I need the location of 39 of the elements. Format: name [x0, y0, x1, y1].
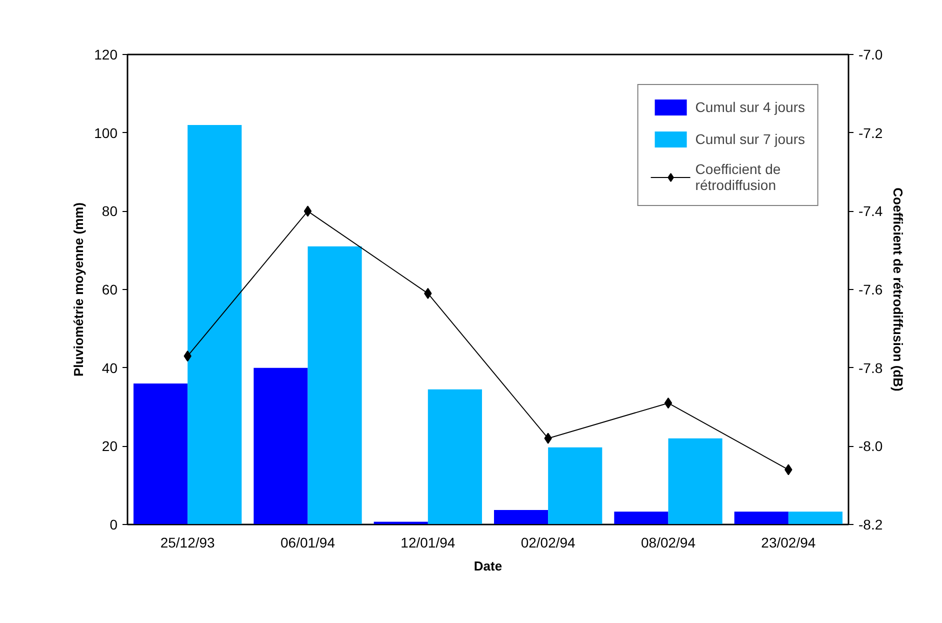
point — [664, 398, 672, 409]
y-tick-label: 100 — [94, 124, 118, 141]
x-tick-label: 08/02/94 — [641, 534, 696, 550]
y-tick-label: 0 — [110, 516, 118, 532]
x-axis-title: Date — [474, 558, 502, 574]
bar — [788, 512, 842, 524]
bar — [254, 368, 308, 524]
y2-tick-label: -7.2 — [858, 124, 883, 141]
bar — [308, 246, 362, 524]
y2-tick-label: -7.0 — [858, 46, 883, 62]
y-tick-label: 20 — [102, 438, 118, 454]
point — [304, 206, 312, 217]
x-tick-label: 02/02/94 — [520, 534, 576, 550]
legend-label: Coefficient de rétrodiffusion — [695, 161, 781, 193]
legend-label: Cumul sur 4 jours — [695, 99, 805, 115]
y-tick-label: 120 — [94, 46, 118, 62]
y2-tick-label: -7.6 — [858, 282, 883, 298]
bar — [668, 438, 722, 524]
x-tick-label: 12/01/94 — [400, 534, 456, 550]
bar — [134, 384, 188, 524]
bar — [548, 447, 602, 524]
y2-tick-label: -7.8 — [858, 360, 883, 376]
bar — [428, 389, 482, 524]
y2-tick-label: -7.4 — [858, 203, 883, 220]
y2-tick-label: -8.0 — [858, 438, 883, 454]
y-axis-title: Pluviométrie moyenne (mm) — [71, 202, 86, 377]
x-tick-label: 06/01/94 — [280, 534, 336, 550]
y-tick-label: 40 — [102, 360, 118, 376]
y2-axis-title: Coefficient de rétrodiffusion (dB) — [890, 188, 906, 392]
y-tick-label: 80 — [102, 203, 118, 220]
x-tick-label: 25/12/93 — [160, 534, 216, 550]
bar — [494, 510, 548, 524]
legend-label: Cumul sur 7 jours — [695, 131, 805, 147]
bar — [188, 125, 242, 524]
bar — [614, 512, 668, 524]
y-tick-label: 60 — [102, 282, 118, 298]
x-tick-label: 23/02/94 — [761, 534, 816, 550]
bar — [734, 512, 788, 524]
y2-tick-label: -8.2 — [858, 516, 883, 532]
